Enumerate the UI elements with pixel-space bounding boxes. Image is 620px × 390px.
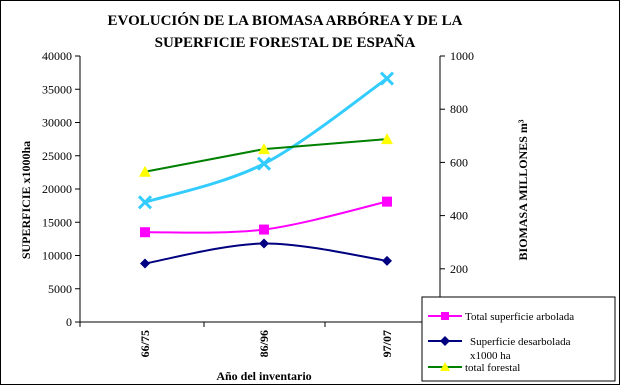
legend-marker-diamond [440,336,450,346]
x-tick-label: 97/07 [380,330,394,357]
y-axis-left-title: SUPERFICIE x1000ha [19,141,33,259]
point-x-1 [256,156,272,171]
point-triangle-0 [139,165,151,177]
point-square-0 [140,227,150,238]
y-left-tick-label: 5000 [48,282,72,296]
point-diamond-2 [382,255,392,266]
x-axis-title: Año del inventario [216,369,311,383]
x-tick-label: 86/96 [257,330,271,357]
legend-note: x1000 ha [470,350,511,362]
y-right-tick-label: 200 [450,262,468,276]
legend-marker-square [441,312,449,320]
legend-label-desarbolada: Superficie desarbolada [470,336,571,348]
y-left-tick-label: 15000 [42,215,72,229]
chart-title-line1: EVOLUCIÓN DE LA BIOMASA ARBÓREA Y DE LA [108,12,463,29]
y-left-tick-label: 40000 [42,49,72,63]
y-left-tick-label: 20000 [42,182,72,196]
point-square-2 [382,196,392,207]
legend-entry-desarbolada: Superficie desarbolada [428,336,571,348]
legend-marker-triangle [440,362,450,371]
y-left-tick-label: 0 [66,315,72,329]
axes: 0 5000 10000 15000 20000 25000 30000 35000 40000… [42,49,474,357]
y-right-tick-label: 1000 [450,49,474,63]
legend-entry-total-arbolada: Total superficie arbolada [428,311,574,323]
y-right-tick-label: 400 [450,209,468,223]
point-square-1 [259,224,269,235]
series-layer [137,71,395,269]
x-tick-label: 66/75 [138,330,152,357]
chart-title-line2: SUPERFICIE FORESTAL DE ESPAÑA [155,33,416,51]
y-right-tick-label: 600 [450,155,468,169]
y-right-tick-label: 800 [450,102,468,116]
point-x-2 [379,71,395,86]
point-diamond-1 [259,238,269,249]
point-triangle-1 [258,143,270,155]
y-axis-right-title: BIOMASA MILLONES m³ [516,119,530,260]
point-diamond-0 [140,258,150,269]
y-left-tick-label: 30000 [42,116,72,130]
legend: Total superficie arbolada Superficie des… [421,296,616,382]
y-left-tick-label: 35000 [42,82,72,96]
point-x-0 [137,195,153,210]
legend-label-total-forestal: total forestal [465,362,520,374]
y-left-tick-label: 10000 [42,249,72,263]
legend-label-total-arbolada: Total superficie arbolada [465,311,574,323]
point-triangle-2 [381,133,393,145]
y-left-tick-label: 25000 [42,149,72,163]
legend-entry-total-forestal: total forestal [428,362,520,374]
